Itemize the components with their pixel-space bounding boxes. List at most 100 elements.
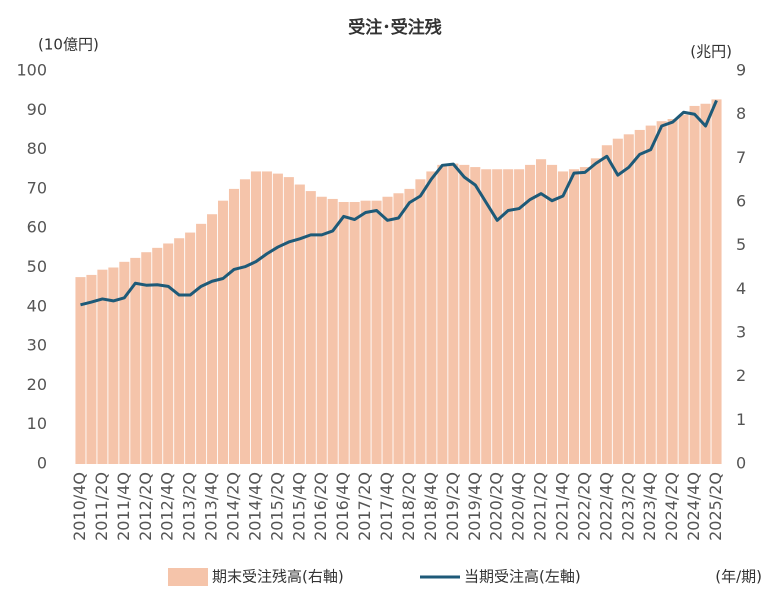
y-tick-label: 40 (27, 296, 47, 315)
y-tick-label: 10 (27, 414, 47, 433)
bar (371, 200, 382, 464)
bar (437, 164, 448, 464)
bar (623, 134, 634, 465)
y2-axis-label: (兆円) (690, 43, 732, 61)
bar (316, 196, 327, 464)
x-tick-label: 2015/2Q (267, 472, 286, 541)
chart-title: 受注･受注残 (348, 17, 442, 38)
bar (667, 119, 678, 465)
y2-tick-label: 6 (736, 192, 746, 211)
y-axis-label: (10億円) (38, 36, 99, 54)
bar (261, 171, 272, 464)
y2-tick-label: 5 (736, 235, 746, 254)
legend-label: 期末受注残高(右軸) (212, 568, 344, 586)
x-tick-label: 2014/2Q (224, 472, 243, 541)
bar (459, 164, 470, 464)
bar (448, 163, 459, 464)
bar (217, 200, 229, 464)
y2-tick-label: 4 (736, 279, 746, 298)
bar (590, 158, 601, 465)
bar (470, 167, 481, 465)
bar (185, 232, 196, 464)
bar (130, 257, 141, 464)
bar (283, 177, 294, 465)
bar (415, 179, 426, 464)
x-tick-label: 2019/4Q (465, 472, 484, 541)
x-tick-label: 2018/2Q (399, 472, 418, 541)
x-tick-label: 2020/2Q (487, 472, 506, 541)
y-tick-label: 20 (27, 375, 47, 394)
bar (272, 173, 283, 464)
bar (75, 277, 86, 464)
x-tick-label: 2021/2Q (531, 472, 550, 541)
y2-tick-label: 7 (736, 148, 746, 167)
bar (338, 202, 349, 464)
bar (536, 159, 547, 464)
bar (86, 274, 97, 464)
bar (601, 145, 612, 464)
bar (305, 191, 316, 465)
y-tick-label: 50 (27, 257, 47, 276)
bar (689, 105, 700, 464)
x-tick-label: 2017/2Q (355, 472, 374, 541)
y-tick-label: 90 (27, 100, 47, 119)
bar (678, 114, 689, 465)
bar (294, 184, 305, 465)
x-tick-label: 2021/4Q (552, 472, 571, 541)
x-tick-label: 2013/2Q (180, 472, 199, 541)
bar (239, 179, 251, 464)
bar (481, 169, 492, 464)
y-tick-label: 30 (27, 336, 47, 355)
y2-tick-label: 2 (736, 366, 746, 385)
x-tick-label: 2016/4Q (333, 472, 352, 541)
bar (141, 252, 152, 464)
x-axis-label: (年/期) (715, 568, 762, 586)
y-tick-label: 100 (16, 61, 47, 80)
bar (503, 169, 514, 464)
x-tick-label: 2010/4Q (70, 472, 89, 541)
x-tick-label: 2024/2Q (662, 472, 681, 541)
x-tick-label: 2019/2Q (443, 472, 462, 541)
line-series (80, 99, 718, 307)
bar (207, 214, 218, 464)
x-tick-label: 2017/4Q (377, 472, 396, 541)
bar (163, 243, 174, 464)
x-tick-label: 2014/4Q (245, 472, 264, 541)
bar (634, 129, 645, 464)
y2-tick-label: 1 (736, 410, 746, 429)
x-tick-label: 2011/2Q (92, 472, 111, 541)
legend-swatch (168, 568, 208, 586)
bar (579, 167, 590, 465)
bar (568, 169, 580, 464)
bar (546, 164, 558, 464)
x-tick-label: 2025/2Q (706, 472, 725, 541)
y-tick-label: 0 (37, 454, 47, 473)
x-tick-label: 2015/4Q (289, 472, 308, 541)
y-tick-label: 60 (27, 218, 47, 237)
bar (152, 247, 163, 464)
x-tick-label: 2023/4Q (640, 472, 659, 541)
x-tick-label: 2013/4Q (202, 472, 221, 541)
bar (97, 269, 108, 464)
y2-tick-label: 3 (736, 323, 746, 342)
x-tick-label: 2018/4Q (421, 472, 440, 541)
x-tick-label: 2012/4Q (158, 472, 177, 541)
x-tick-label: 2020/4Q (509, 472, 528, 541)
y2-tick-label: 0 (736, 454, 746, 473)
bar (174, 238, 185, 464)
bar (525, 164, 536, 464)
bar (492, 169, 503, 464)
bar (557, 171, 569, 464)
bar (349, 202, 360, 464)
bar (514, 169, 525, 464)
bar (108, 267, 119, 464)
x-tick-label: 2011/4Q (114, 472, 133, 541)
bar (426, 171, 437, 464)
bar (327, 198, 338, 464)
bar (700, 103, 711, 464)
y2-tick-label: 9 (736, 61, 746, 80)
y2-tick-label: 8 (736, 104, 746, 123)
bar (382, 196, 393, 464)
bar (711, 99, 722, 464)
bar (612, 138, 623, 464)
